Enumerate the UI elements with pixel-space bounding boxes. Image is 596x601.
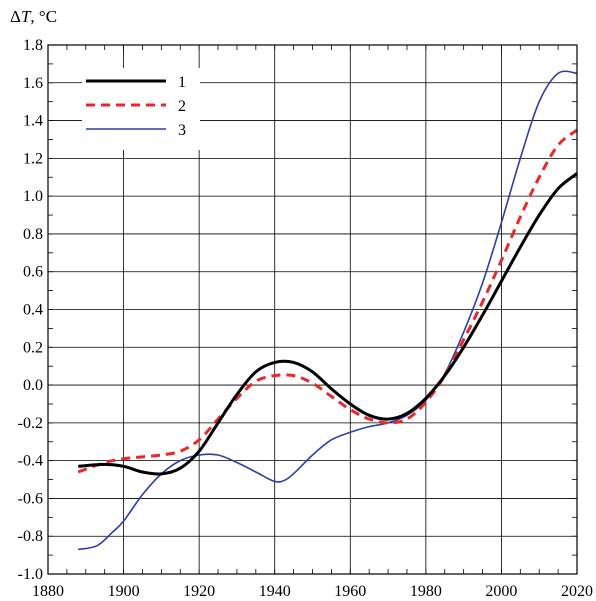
plot-area <box>77 70 578 551</box>
y-tick-label: 0.8 <box>23 226 43 243</box>
y-tick-label: -0.6 <box>18 490 43 507</box>
series-line-3 <box>78 70 578 551</box>
y-axis-label-prefix: Δ <box>10 7 21 26</box>
y-tick-label: 1.4 <box>23 113 43 130</box>
y-tick-label: 1.6 <box>23 75 43 92</box>
x-tick-labels: 1880 1900 1920 1940 1960 1980 2000 2020 <box>32 583 593 600</box>
legend-label-3: 3 <box>178 122 186 139</box>
x-tick-label: 1960 <box>334 583 366 600</box>
x-tick-label: 1880 <box>32 583 64 600</box>
x-tick-label: 1980 <box>410 583 442 600</box>
y-tick-label: -1.0 <box>18 566 43 583</box>
y-tick-label: 0.0 <box>23 377 43 394</box>
x-tick-label: 1940 <box>259 583 291 600</box>
y-tick-label: 0.4 <box>23 302 43 319</box>
legend-label-1: 1 <box>178 74 186 91</box>
x-tick-label: 2020 <box>561 583 593 600</box>
y-axis-label: ΔT, °C <box>10 7 57 26</box>
y-tick-label: -0.4 <box>18 453 43 470</box>
series-line-2 <box>77 128 578 474</box>
y-tick-label: -0.8 <box>18 528 43 545</box>
y-axis-label-unit: , °C <box>30 7 57 26</box>
x-tick-label: 2000 <box>485 583 517 600</box>
x-tick-label: 1920 <box>183 583 215 600</box>
legend-label-2: 2 <box>178 98 186 115</box>
x-tick-label: 1900 <box>108 583 140 600</box>
y-tick-label: 1.8 <box>23 37 43 54</box>
series-line-1 <box>78 172 578 476</box>
y-tick-label: 1.0 <box>23 188 43 205</box>
y-axis-label-var: T <box>21 7 32 26</box>
y-tick-label: 1.2 <box>23 150 43 167</box>
plot-frame <box>47 44 578 575</box>
y-tick-label: -0.2 <box>18 415 43 432</box>
legend: 1 2 3 <box>82 68 200 150</box>
y-tick-labels: -1.0 -0.8 -0.6 -0.4 -0.2 0.0 0.2 0.4 0.6 0.8 1.0 1.… <box>18 37 43 583</box>
y-tick-label: 0.2 <box>23 339 43 356</box>
y-tick-label: 0.6 <box>23 264 43 281</box>
